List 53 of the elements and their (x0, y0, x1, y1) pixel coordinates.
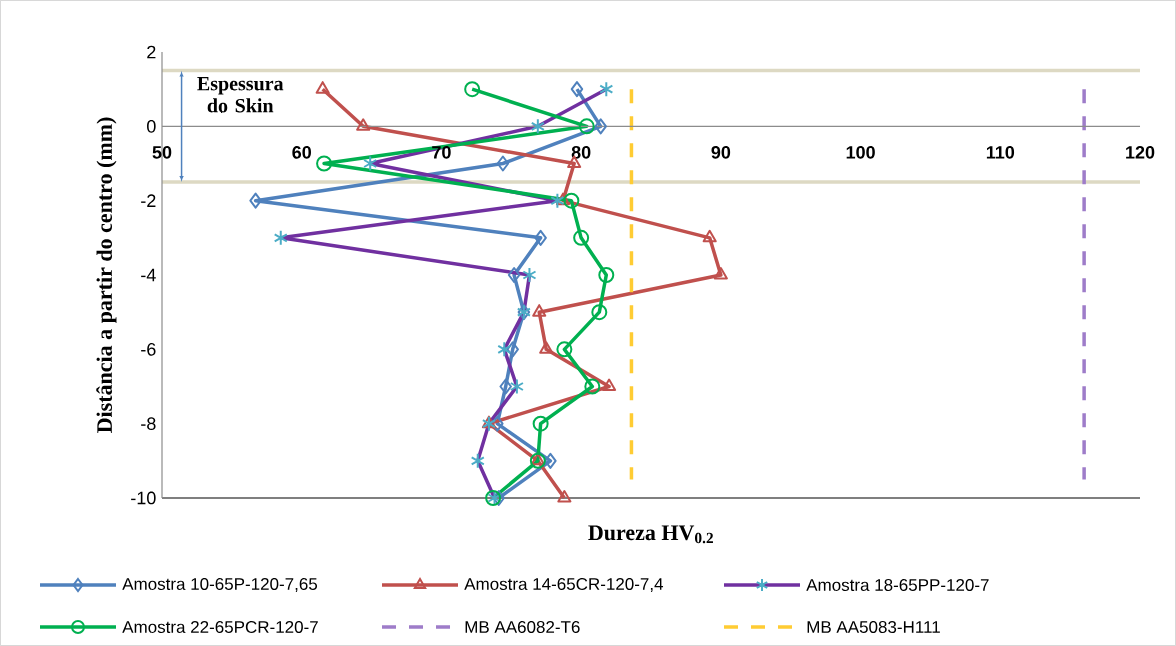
point (563, 192, 580, 209)
point (532, 415, 549, 432)
y-tick-label: -10 (131, 491, 156, 505)
x-tick-label: 60 (292, 145, 311, 159)
point (507, 267, 521, 283)
point (573, 229, 590, 246)
legend-label: Amostra 22-65PCR-120-7 (122, 620, 318, 634)
point (713, 267, 728, 280)
legend-label: MB AA5083-H111 (807, 620, 940, 634)
point (598, 267, 615, 283)
x-axis-title: Dureza HV$_{0.2}$ (588, 525, 713, 544)
point (534, 229, 547, 246)
point (532, 304, 547, 317)
point (584, 378, 601, 395)
point (356, 118, 371, 131)
x-tick-label: 110 (986, 145, 1015, 159)
point (591, 304, 608, 321)
y-axis-title: Distância a partir do centro (mm) (96, 117, 117, 433)
y-tick-label: -8 (141, 417, 156, 431)
point (602, 378, 617, 391)
point (702, 229, 717, 243)
y-tick-label: -2 (141, 194, 156, 207)
point (506, 341, 519, 358)
legend-label: MB AA6082-T6 (465, 620, 580, 634)
point (556, 341, 573, 358)
x-tick-label: 100 (846, 145, 875, 159)
x-tick-label: 90 (711, 145, 731, 159)
point (316, 155, 333, 172)
y-tick-label: 2 (147, 45, 156, 59)
x-tick-label: 120 (1126, 145, 1155, 159)
y-tick-label: 0 (147, 119, 156, 133)
legend-label: Amostra 18-65PP-120-7 (806, 578, 989, 592)
ref-line-label: Espessura do Skin (197, 77, 284, 113)
y-tick-label: -6 (141, 342, 156, 356)
legend-label: Amostra 14-65CR-120-7,4 (464, 577, 664, 593)
point (570, 81, 584, 98)
point (539, 341, 554, 354)
x-tick-label: 80 (571, 145, 591, 159)
point (555, 192, 571, 206)
point (557, 490, 572, 503)
point (464, 81, 481, 98)
point (491, 415, 504, 432)
point (578, 118, 595, 135)
point (594, 118, 607, 135)
x-tick-label: 50 (152, 145, 172, 159)
legend-label: Amostra 10-65P-120-7,65 (122, 577, 318, 593)
point (499, 378, 512, 395)
point (315, 81, 330, 94)
point (249, 192, 262, 209)
x-tick-label: 70 (432, 145, 451, 159)
y-tick-label: -4 (141, 268, 156, 282)
point (544, 452, 557, 469)
point (496, 155, 510, 172)
